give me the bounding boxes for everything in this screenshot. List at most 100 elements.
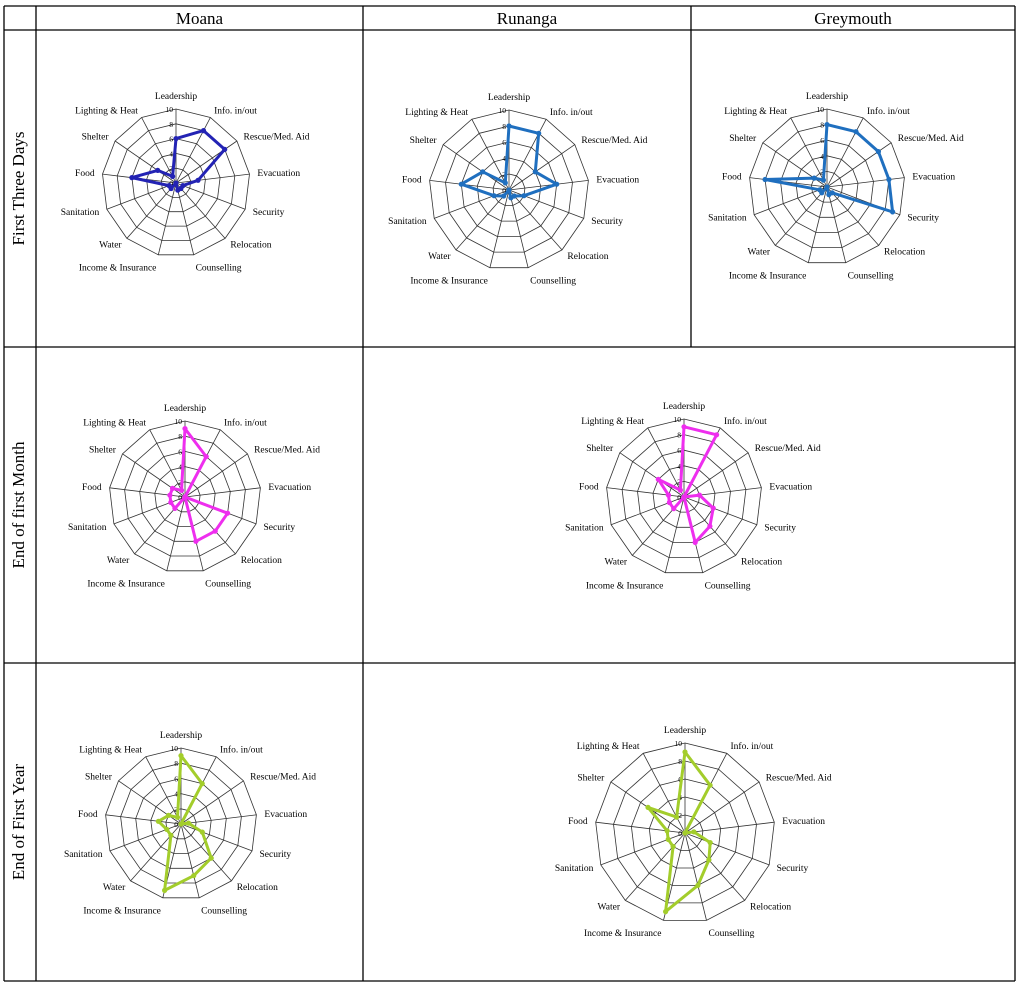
radar-spoke [114, 140, 177, 184]
data-point-info-in-out [853, 129, 859, 135]
axis-label-shelter: Shelter [577, 773, 605, 783]
axis-label-counselling: Counselling [530, 276, 576, 286]
data-point-lighting-heat [178, 487, 185, 493]
radar-spoke [647, 427, 685, 498]
radar-ring [621, 434, 747, 558]
radar-spoke [175, 182, 246, 210]
radar-spoke [826, 186, 879, 246]
tick-label: 4 [677, 462, 681, 471]
radar-end-of-first-year-runanga: Leadership Info. in/out Rescue/Med. Aid Eva… [555, 726, 832, 939]
axis-label-income-insurance: Income & Insurance [586, 582, 664, 592]
axis-label-rescue-med-aid: Rescue/Med. Aid [898, 134, 964, 144]
data-point-water [168, 832, 174, 839]
radar-ring [102, 108, 250, 256]
axis-label-info-in-out: Info. in/out [214, 105, 257, 116]
axis-label-food: Food [402, 175, 422, 185]
data-point-rescue-med-aid [875, 149, 882, 155]
tick-label: 0 [820, 183, 824, 192]
data-point-info-in-out [200, 128, 207, 134]
data-point-food [458, 181, 464, 187]
axis-label-lighting-heat: Lighting & Heat [577, 742, 640, 752]
tick-label: 4 [820, 152, 824, 161]
data-point-info-in-out [707, 782, 713, 788]
series-line [130, 129, 227, 192]
row-header-first-three-days: First Three Days [9, 132, 28, 246]
tick-label: 2 [678, 811, 682, 820]
axis-label-security: Security [264, 523, 296, 533]
radar-spoke [664, 496, 685, 573]
axis-label-relocation: Relocation [741, 557, 782, 567]
tick-label: 6 [502, 138, 506, 147]
data-point-leadership [178, 753, 184, 759]
data-point-sanitation [164, 826, 170, 833]
axis-label-lighting-heat: Lighting & Heat [724, 107, 787, 117]
axis-label-rescue-med-aid: Rescue/Med. Aid [766, 773, 832, 783]
radar-spoke [141, 117, 177, 184]
data-point-food [167, 492, 173, 498]
axis-label-sanitation: Sanitation [708, 214, 747, 224]
tick-label: 6 [820, 136, 824, 145]
axis-label-rescue-med-aid: Rescue/Med. Aid [250, 772, 316, 782]
axis-label-sanitation: Sanitation [565, 524, 604, 534]
data-point-water [670, 843, 676, 850]
axis-label-security: Security [777, 864, 809, 874]
axis-label-lighting-heat: Lighting & Heat [581, 417, 644, 427]
axis-label-water: Water [99, 240, 122, 250]
radar-spoke [625, 832, 686, 901]
data-point-shelter [165, 812, 172, 819]
radar-spoke [180, 823, 200, 898]
data-point-water [671, 506, 677, 512]
data-point-leadership [682, 749, 688, 755]
tick-label: 10 [166, 105, 174, 114]
tick-label: 2 [677, 477, 681, 486]
radar-spoke [790, 117, 828, 188]
tick-label: 2 [820, 167, 824, 176]
axis-label-info-in-out: Info. in/out [220, 745, 263, 756]
radar-spoke [180, 780, 244, 825]
axis-label-sanitation: Sanitation [61, 208, 100, 218]
radar-spoke [130, 823, 182, 882]
data-point-shelter [169, 485, 176, 491]
radar-spoke [684, 781, 760, 834]
data-point-income-insurance [663, 909, 669, 915]
axis-label-rescue-med-aid: Rescue/Med. Aid [581, 136, 647, 146]
axis-label-lighting-heat: Lighting & Heat [405, 108, 468, 118]
radar-spoke [610, 496, 685, 526]
data-point-rescue-med-aid [682, 830, 688, 836]
radar-spoke [184, 496, 236, 555]
data-point-food [664, 828, 670, 834]
axis-label-income-insurance: Income & Insurance [729, 272, 807, 282]
data-point-counselling [695, 882, 701, 889]
data-point-rescue-med-aid [222, 146, 228, 152]
radar-spoke [619, 452, 685, 498]
data-point-rescue-med-aid [178, 821, 184, 827]
data-point-evacuation [554, 181, 560, 187]
data-point-relocation [208, 855, 214, 861]
tick-label: 8 [178, 432, 182, 441]
axis-label-leadership: Leadership [160, 731, 202, 741]
series-line [459, 124, 559, 200]
axis-label-water: Water [428, 252, 451, 262]
data-point-income-insurance [173, 180, 179, 186]
data-point-counselling [175, 187, 181, 193]
tick-label: 10 [675, 739, 683, 748]
axis-label-evacuation: Evacuation [596, 175, 639, 185]
radar-ring [492, 173, 526, 206]
axis-label-counselling: Counselling [196, 264, 242, 274]
axis-label-lighting-heat: Lighting & Heat [75, 106, 138, 116]
tick-label: 6 [174, 774, 178, 783]
radar-spoke [826, 177, 905, 188]
data-point-counselling [191, 873, 197, 879]
radar-ring [666, 814, 704, 851]
axis-label-food: Food [722, 173, 742, 183]
data-point-shelter [645, 804, 651, 811]
axis-label-sanitation: Sanitation [555, 864, 594, 874]
radar-ring [668, 480, 700, 513]
axis-label-relocation: Relocation [230, 240, 271, 250]
axis-label-water: Water [103, 883, 126, 893]
axis-label-leadership: Leadership [488, 93, 530, 103]
axis-label-security: Security [260, 850, 292, 860]
radar-spoke [180, 823, 253, 852]
data-point-counselling [508, 195, 514, 201]
tick-label: 0 [178, 493, 182, 502]
